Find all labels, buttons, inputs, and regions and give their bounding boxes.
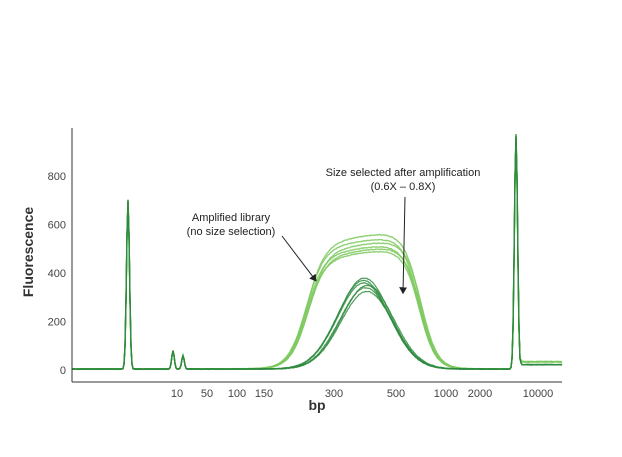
y-tick-label: 200 [48, 317, 66, 329]
y-axis-title: Fluorescence [20, 207, 36, 297]
annotation-amplified-label: Amplified library [192, 212, 271, 224]
size-selected-trace [71, 138, 563, 371]
y-tick-labels: 0 200 400 600 800 [48, 171, 66, 377]
y-tick-label: 800 [48, 171, 66, 183]
size-selected-trace [71, 134, 563, 371]
amplified-library-trace [71, 136, 563, 371]
x-axis-title: bp [308, 397, 325, 413]
x-tick-label: 100 [228, 388, 246, 400]
amplified-library-trace [72, 137, 563, 371]
annotation-size-selected-label: (0.6X – 0.8X) [371, 181, 436, 193]
size-selected-trace [71, 135, 563, 371]
x-tick-label: 150 [255, 388, 273, 400]
annotation-amplified-label: (no size selection) [187, 226, 276, 238]
amplified-library-trace [71, 134, 563, 371]
y-tick-label: 600 [48, 220, 66, 232]
amplified-library-trace [71, 137, 562, 371]
series-layer [71, 134, 563, 371]
x-tick-label: 10 [171, 388, 183, 400]
x-tick-label: 300 [325, 388, 343, 400]
x-tick-labels: 10 50 100 150 300 500 1000 2000 10000 [171, 388, 553, 400]
annotation-size-selected-label: Size selected after amplification [326, 167, 481, 179]
x-tick-label: 50 [201, 388, 213, 400]
y-tick-label: 0 [60, 365, 66, 377]
x-tick-label: 2000 [468, 388, 492, 400]
amplified-library-trace [71, 135, 563, 371]
size-selected-trace [71, 136, 563, 371]
x-tick-label: 1000 [434, 388, 458, 400]
x-tick-label: 10000 [523, 388, 554, 400]
size-selected-trace [71, 137, 563, 371]
size-selected-trace [71, 138, 563, 371]
annotation-size-selected-arrow [399, 196, 408, 295]
amplified-library-trace [71, 137, 563, 371]
annotation-layer: Amplified library (no size selection) Size… [187, 167, 481, 295]
y-tick-label: 400 [48, 268, 66, 280]
annotation-amplified-arrow [281, 235, 317, 282]
x-tick-label: 500 [387, 388, 405, 400]
